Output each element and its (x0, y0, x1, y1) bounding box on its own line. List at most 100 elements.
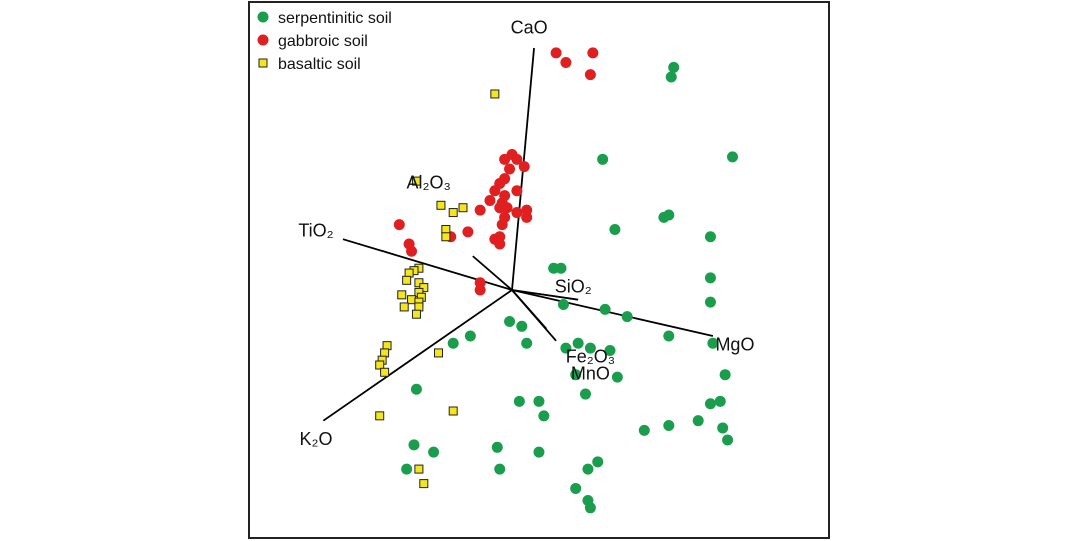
point-serpentinitic-35 (538, 410, 550, 422)
point-serpentinitic-33 (704, 398, 716, 410)
loading-vector-mgo (511, 289, 714, 337)
point-gabbroic-29 (393, 219, 405, 231)
loading-label-cao: CaO (511, 17, 548, 37)
point-serpentinitic-26 (570, 369, 582, 381)
point-gabbroic-20 (521, 211, 533, 223)
point-basaltic-26 (434, 348, 443, 358)
point-serpentinitic-24 (584, 342, 596, 354)
data-points (375, 47, 738, 514)
point-basaltic-12 (419, 283, 429, 293)
point-serpentinitic-5 (663, 209, 675, 221)
point-serpentinitic-48 (582, 463, 594, 475)
point-gabbroic-11 (511, 185, 523, 197)
point-serpentinitic-34 (714, 395, 726, 407)
point-serpentinitic-51 (584, 502, 596, 514)
point-gabbroic-12 (489, 185, 501, 197)
point-serpentinitic-11 (704, 296, 716, 308)
point-serpentinitic-19 (464, 330, 476, 342)
point-basaltic-6 (441, 232, 451, 242)
legend-item-serpentinitic: serpentinitic soil (257, 10, 392, 27)
point-serpentinitic-14 (621, 311, 633, 323)
loading-label-mno: MnO (571, 363, 610, 383)
point-gabbroic-33 (474, 284, 486, 296)
loading-label-k2o: K₂O (300, 429, 333, 449)
point-gabbroic-0 (550, 47, 562, 59)
point-basaltic-10 (402, 275, 412, 285)
point-serpentinitic-49 (570, 482, 582, 494)
point-serpentinitic-42 (533, 446, 545, 458)
point-gabbroic-17 (494, 202, 506, 214)
point-basaltic-1 (411, 176, 421, 186)
point-serpentinitic-31 (533, 395, 545, 407)
point-gabbroic-1 (587, 47, 599, 59)
point-gabbroic-23 (496, 219, 508, 231)
point-basaltic-20 (411, 309, 421, 319)
point-basaltic-18 (399, 302, 409, 312)
loading-vector-k2o (322, 289, 513, 422)
point-gabbroic-2 (560, 57, 572, 69)
point-serpentinitic-1 (665, 71, 677, 83)
point-serpentinitic-44 (717, 422, 729, 434)
point-basaltic-3 (458, 203, 468, 213)
point-basaltic-27 (375, 411, 385, 421)
point-basaltic-28 (448, 406, 458, 416)
point-serpentinitic-27 (611, 371, 623, 383)
point-serpentinitic-47 (494, 463, 506, 475)
point-basaltic-30 (419, 479, 429, 489)
point-basaltic-25 (380, 367, 390, 377)
point-serpentinitic-0 (668, 61, 680, 73)
point-serpentinitic-25 (604, 345, 616, 356)
point-basaltic-24 (375, 360, 385, 370)
point-serpentinitic-21 (521, 337, 533, 349)
point-basaltic-2 (436, 200, 446, 210)
point-serpentinitic-23 (572, 337, 584, 349)
point-gabbroic-7 (518, 161, 530, 173)
loading-vector-al2o3 (472, 255, 513, 291)
legend-label-gabbroic: gabbroic soil (278, 33, 368, 50)
point-serpentinitic-3 (727, 151, 738, 163)
point-serpentinitic-41 (491, 441, 503, 453)
point-basaltic-15 (407, 295, 417, 305)
legend-item-basaltic: basaltic soil (258, 56, 361, 73)
point-serpentinitic-6 (609, 224, 621, 235)
plot-frame (248, 1, 830, 539)
point-serpentinitic-7 (704, 231, 716, 243)
point-serpentinitic-29 (410, 383, 422, 395)
loading-vector-mno (511, 289, 547, 330)
point-gabbroic-6 (499, 153, 511, 165)
point-gabbroic-24 (462, 226, 474, 238)
point-serpentinitic-20 (447, 337, 459, 349)
point-gabbroic-18 (511, 207, 523, 219)
loading-label-tio2: TiO₂ (298, 221, 333, 241)
point-gabbroic-15 (484, 194, 496, 206)
legend-marker-basaltic (258, 58, 268, 68)
legend-marker-gabbroic (257, 34, 269, 46)
legend-item-gabbroic: gabbroic soil (257, 33, 368, 50)
point-serpentinitic-12 (557, 299, 569, 311)
loading-label-sio2: SiO₂ (555, 276, 592, 296)
point-serpentinitic-38 (638, 424, 650, 436)
point-serpentinitic-22 (560, 342, 572, 354)
point-serpentinitic-2 (597, 153, 609, 165)
point-serpentinitic-10 (704, 272, 716, 284)
point-serpentinitic-37 (663, 420, 675, 432)
point-serpentinitic-39 (408, 439, 420, 451)
point-serpentinitic-46 (401, 463, 413, 475)
point-gabbroic-28 (494, 238, 506, 250)
point-serpentinitic-16 (516, 320, 528, 332)
point-basaltic-29 (414, 464, 424, 474)
point-basaltic-16 (397, 290, 407, 300)
point-gabbroic-31 (406, 245, 418, 257)
point-basaltic-11 (414, 278, 424, 288)
point-serpentinitic-43 (722, 434, 734, 446)
loading-label-fe2o3: Fe₂O₃ (566, 347, 615, 367)
loading-label-mgo: MgO (715, 334, 754, 354)
point-gabbroic-21 (474, 204, 486, 216)
legend-label-basaltic: basaltic soil (278, 56, 361, 73)
loading-label-al2o3: Al₂O₃ (407, 172, 451, 192)
point-serpentinitic-18 (707, 337, 719, 349)
point-serpentinitic-13 (599, 303, 611, 315)
point-serpentinitic-45 (592, 456, 604, 468)
